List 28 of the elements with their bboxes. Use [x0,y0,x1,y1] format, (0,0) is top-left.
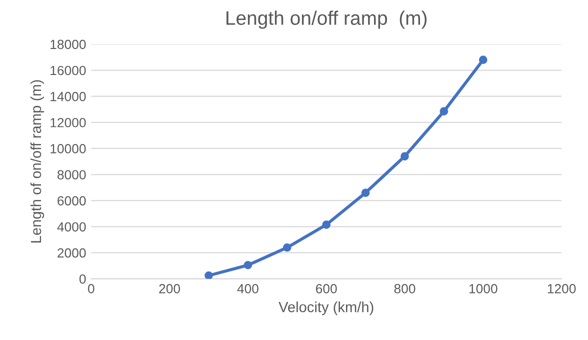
y-axis-title: Length of on/off ramp (m) [30,80,44,242]
point [204,271,213,279]
y-tick-label: 0 [79,274,86,284]
chart-title: Length on/off ramp (m) [226,10,427,29]
x-tick-label: 400 [237,284,258,294]
point [400,152,409,160]
point [282,243,292,252]
point [244,260,252,270]
x-axis-title: Velocity (km/h) [278,302,374,316]
x-tick-label: 600 [316,284,337,294]
y-tick-label: 2000 [58,248,86,258]
y-tick-label: 6000 [58,196,86,206]
x-tick-label: 0 [88,284,94,294]
y-tick-label: 14000 [50,92,86,102]
y-tick-label: 4000 [57,222,86,232]
x-tick-label: 1000 [469,284,498,294]
y-tick-label: 18000 [50,40,86,50]
x-tick-label: 800 [394,284,416,294]
point [322,220,331,229]
x-tick-label: 200 [159,284,180,294]
point [478,56,488,64]
y-tick-label: 10000 [50,144,86,154]
y-tick-label: 16000 [50,66,86,76]
y-tick-label: 12000 [50,118,86,128]
point [440,107,448,116]
y-tick-label: 8000 [58,170,86,180]
x-tick-label: 1200 [548,284,576,294]
point [361,188,370,197]
